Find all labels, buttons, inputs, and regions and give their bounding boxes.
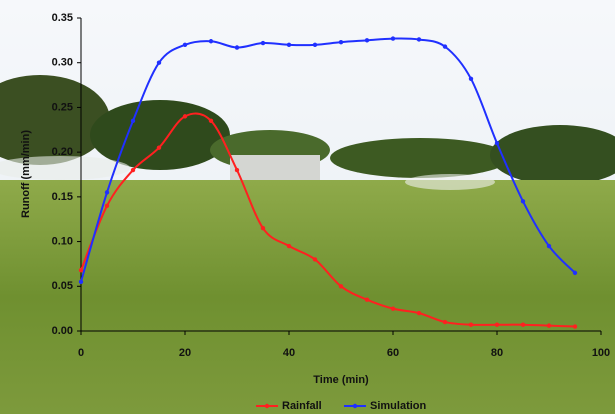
point bbox=[521, 199, 525, 203]
y-tick-label: 0.05 bbox=[52, 280, 73, 292]
point bbox=[209, 119, 213, 123]
point bbox=[365, 38, 369, 42]
point bbox=[105, 190, 109, 194]
point bbox=[469, 77, 473, 81]
point bbox=[573, 271, 577, 275]
point bbox=[469, 323, 473, 327]
point bbox=[157, 61, 161, 65]
x-tick-label: 60 bbox=[387, 347, 399, 359]
point bbox=[131, 168, 135, 172]
point bbox=[79, 280, 83, 284]
point bbox=[157, 145, 161, 149]
y-tick-label: 0.20 bbox=[52, 146, 73, 158]
background-photo bbox=[0, 0, 615, 414]
point bbox=[235, 168, 239, 172]
point bbox=[443, 320, 447, 324]
point bbox=[495, 141, 499, 145]
legend-label: Simulation bbox=[370, 400, 427, 412]
point bbox=[391, 36, 395, 40]
point bbox=[547, 244, 551, 248]
y-tick-label: 0.30 bbox=[52, 57, 73, 69]
point bbox=[313, 257, 317, 261]
x-tick-label: 80 bbox=[491, 347, 503, 359]
point bbox=[209, 39, 213, 43]
y-tick-label: 0.35 bbox=[52, 12, 73, 24]
point bbox=[391, 306, 395, 310]
legend-marker bbox=[353, 404, 357, 408]
point bbox=[521, 323, 525, 327]
x-tick-label: 40 bbox=[283, 347, 295, 359]
point bbox=[443, 44, 447, 48]
point bbox=[339, 40, 343, 44]
legend-marker bbox=[265, 404, 269, 408]
x-tick-label: 100 bbox=[592, 347, 610, 359]
point bbox=[105, 204, 109, 208]
point bbox=[313, 43, 317, 47]
x-tick-label: 0 bbox=[78, 347, 84, 359]
point bbox=[261, 41, 265, 45]
point bbox=[183, 114, 187, 118]
y-tick-label: 0.25 bbox=[52, 101, 73, 113]
point bbox=[287, 244, 291, 248]
y-tick-label: 0.10 bbox=[52, 235, 73, 247]
x-tick-label: 20 bbox=[179, 347, 191, 359]
chart: Runoff (mm/min) Time (min) 0.00 0.05 0.10 0… bbox=[0, 0, 615, 414]
point bbox=[261, 226, 265, 230]
point bbox=[417, 37, 421, 41]
point bbox=[365, 298, 369, 302]
y-tick-label: 0.15 bbox=[52, 191, 73, 203]
point bbox=[183, 43, 187, 47]
legend-label: Rainfall bbox=[282, 400, 322, 412]
y-tick-label: 0.00 bbox=[52, 325, 73, 337]
point bbox=[417, 311, 421, 315]
point bbox=[235, 45, 239, 49]
point bbox=[131, 119, 135, 123]
point bbox=[547, 323, 551, 327]
point bbox=[287, 43, 291, 47]
point bbox=[79, 268, 83, 272]
y-axis-label: Runoff (mm/min) bbox=[20, 130, 32, 218]
point bbox=[339, 284, 343, 288]
x-axis-label: Time (min) bbox=[313, 374, 369, 386]
point bbox=[495, 323, 499, 327]
point bbox=[573, 324, 577, 328]
